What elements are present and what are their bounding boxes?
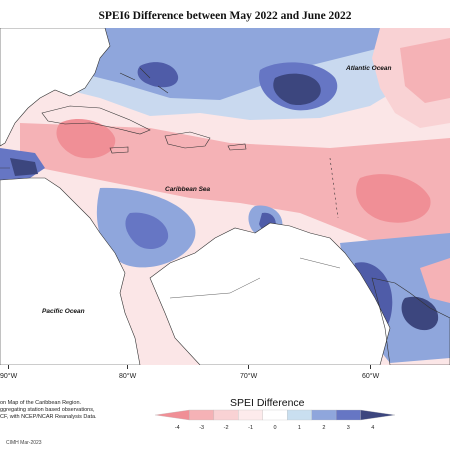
legend-swatch (262, 409, 288, 421)
description-line: on Map of the Caribbean Region. (0, 400, 82, 406)
gulf-honduras-deep (10, 158, 38, 176)
legend-swatch (335, 409, 361, 421)
caribbean-light-pink (20, 123, 450, 258)
label-atlantic-ocean: Atlantic Ocean (346, 65, 392, 72)
lon-tick-60w: 60°W (362, 373, 380, 380)
boundary-lines (0, 167, 341, 299)
legend-tick-label: 2 (322, 425, 325, 431)
guianas-deep (401, 296, 439, 331)
land-south-america (149, 222, 391, 365)
legend-title: SPEI Difference (230, 397, 305, 409)
description-line: ggregating station based observations, (0, 407, 95, 413)
legend-colorbar: -4 -3 -2 -1 0 1 2 3 4 (154, 409, 396, 431)
legend-tick-label: -4 (175, 425, 180, 431)
lon-tick-70w: 70°W (240, 373, 258, 380)
legend-swatch (360, 409, 396, 421)
spei-difference-map (0, 28, 450, 365)
tickmark-90w (8, 365, 9, 369)
tickmark-70w (248, 365, 249, 369)
caribbean-mid-pink (56, 118, 116, 159)
land-central-america (0, 177, 141, 365)
legend-swatch (287, 409, 312, 421)
description-line: CF, with NCEP/NCAR Reanalysis Data. (0, 414, 97, 420)
land-north-america (0, 28, 111, 147)
ne-pink-core (400, 38, 450, 103)
land-hispaniola (164, 131, 211, 149)
legend-tick-label: 4 (371, 425, 374, 431)
lon-tick-90w: 90°W (0, 373, 18, 380)
guianas-pink (420, 258, 450, 303)
land-cuba (41, 105, 151, 135)
label-pacific-ocean: Pacific Ocean (42, 308, 85, 315)
legend-tick-label: 0 (273, 425, 276, 431)
map-description: on Map of the Caribbean Region. ggregati… (0, 400, 140, 421)
legend-swatch (154, 409, 190, 421)
legend-tick-label: -2 (224, 425, 229, 431)
legend-tick-label: 3 (347, 425, 350, 431)
legend-swatch (189, 409, 215, 421)
bahamas-blue (137, 62, 179, 88)
central-america-deep (125, 212, 169, 250)
lon-tick-80w: 80°W (119, 373, 137, 380)
caribbean-pink-east (356, 174, 431, 223)
legend-swatch (238, 409, 263, 421)
land-puerto-rico (227, 143, 247, 151)
legend-tick-label: -3 (199, 425, 204, 431)
legend-swatch (213, 409, 239, 421)
land-guianas (371, 277, 450, 365)
legend-swatch (311, 409, 337, 421)
legend-tick-label: 1 (298, 425, 301, 431)
legend-tick-label: -1 (248, 425, 253, 431)
label-caribbean-sea: Caribbean Sea (165, 186, 211, 193)
lesser-antilles (329, 157, 339, 219)
credit: CIMH Mar-2023 (6, 440, 42, 446)
atlantic-darkest (273, 73, 321, 106)
bahamas (119, 67, 169, 94)
land-jamaica (109, 146, 129, 154)
tickmark-80w (127, 365, 128, 369)
map-title: SPEI6 Difference between May 2022 and Ju… (98, 10, 352, 22)
tickmark-60w (370, 365, 371, 369)
